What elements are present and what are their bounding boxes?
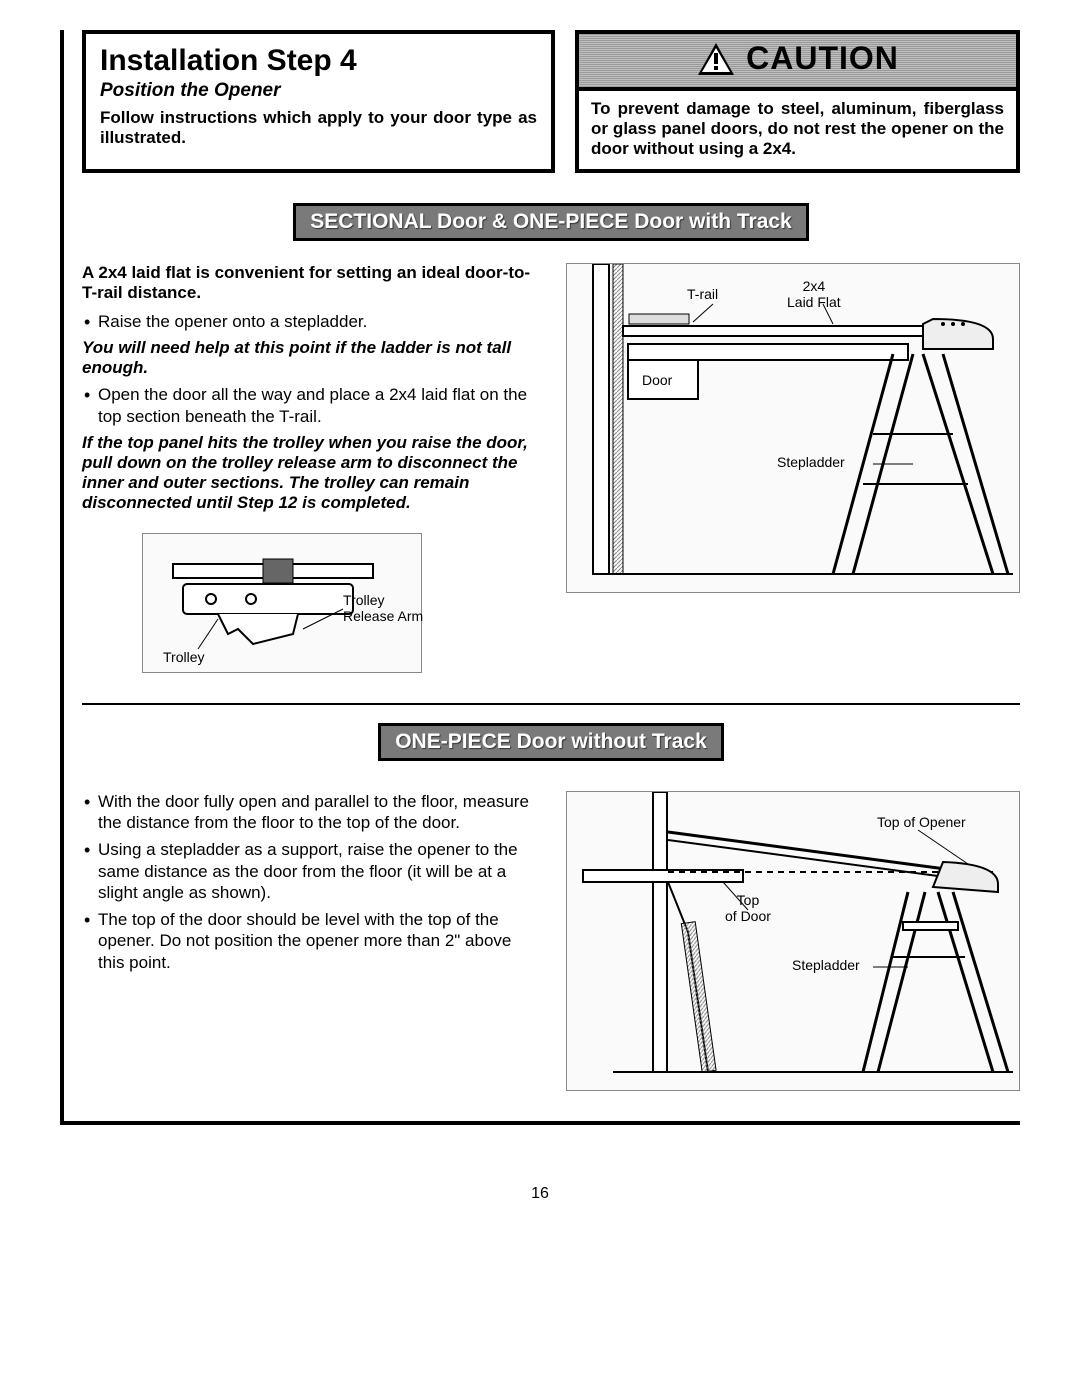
section1-diagram: T-rail 2x4 Laid Flat Door Stepladder	[566, 263, 1020, 593]
section1-content: A 2x4 laid flat is convenient for settin…	[82, 263, 1020, 673]
trolley-label: Trolley	[163, 649, 205, 665]
page-number: 16	[60, 1185, 1020, 1203]
trolley-diagram: Trolley Trolley Release Arm	[142, 533, 422, 673]
section1-intro: A 2x4 laid flat is convenient for settin…	[82, 263, 536, 303]
section1-note2: If the top panel hits the trolley when y…	[82, 433, 536, 513]
section2-bullet1: With the door fully open and parallel to…	[82, 791, 536, 834]
release-arm-label: Trolley Release Arm	[343, 592, 423, 624]
section2-content: With the door fully open and parallel to…	[82, 791, 1020, 1091]
section2-label: ONE-PIECE Door without Track	[378, 723, 724, 761]
top-row: Installation Step 4 Position the Opener …	[82, 30, 1020, 173]
section2-bullet3: The top of the door should be level with…	[82, 909, 536, 973]
installation-box: Installation Step 4 Position the Opener …	[82, 30, 555, 173]
section1-bullet2: Open the door all the way and place a 2x…	[82, 384, 536, 427]
stepladder2-label: Stepladder	[792, 957, 860, 973]
caution-header: CAUTION	[579, 34, 1016, 91]
caution-box: CAUTION To prevent damage to steel, alum…	[575, 30, 1020, 173]
trail-label: T-rail	[687, 286, 718, 302]
install-body: Follow instructions which apply to your …	[100, 108, 537, 148]
section1-bullet1: Raise the opener onto a stepladder.	[82, 311, 536, 332]
section2-bullet2: Using a stepladder as a support, raise t…	[82, 839, 536, 903]
section1-label: SECTIONAL Door & ONE-PIECE Door with Tra…	[293, 203, 809, 241]
warning-icon	[696, 41, 736, 77]
section1-text: A 2x4 laid flat is convenient for settin…	[82, 263, 536, 673]
caution-word: CAUTION	[746, 40, 899, 77]
stepladder-label: Stepladder	[777, 454, 845, 470]
section2-text: With the door fully open and parallel to…	[82, 791, 536, 979]
top-opener-label: Top of Opener	[877, 814, 966, 830]
2x4-label: 2x4 Laid Flat	[787, 278, 841, 310]
top-door-label: Top of Door	[725, 892, 771, 924]
divider	[82, 703, 1020, 705]
caution-body: To prevent damage to steel, aluminum, fi…	[579, 91, 1016, 169]
door-label: Door	[642, 372, 672, 388]
install-title: Installation Step 4	[100, 44, 537, 78]
section2-diagram: Top of Opener Top of Door Stepladder	[566, 791, 1020, 1091]
install-subtitle: Position the Opener	[100, 80, 537, 102]
section1-note1: You will need help at this point if the …	[82, 338, 536, 378]
